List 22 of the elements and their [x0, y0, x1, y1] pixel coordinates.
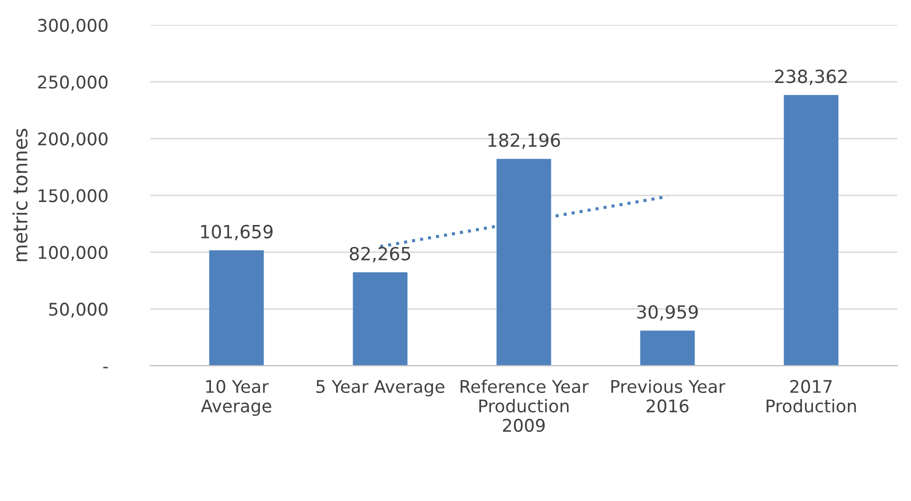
bar — [784, 95, 838, 366]
bar — [352, 272, 408, 366]
y-tick-label: 100,000 — [38, 246, 108, 261]
y-tick-label: - — [103, 366, 108, 368]
data-label: 30,959 — [637, 305, 698, 321]
data-label: 101,659 — [201, 224, 273, 240]
data-label: 238,362 — [775, 70, 847, 86]
y-tick-label: 50,000 — [49, 302, 108, 318]
data-label: 182,196 — [488, 133, 560, 149]
y-tick-label: 250,000 — [38, 76, 108, 90]
y-tick-label: 200,000 — [38, 132, 108, 148]
x-tick-label: 10 Year Average — [201, 380, 272, 416]
y-tick-label: 300,000 — [38, 18, 108, 34]
x-tick-label: 2017 Production — [766, 380, 856, 412]
bar — [640, 330, 695, 366]
x-tick-label: 5 Year Average — [316, 380, 444, 396]
x-tick-label: Previous Year 2016 — [611, 380, 726, 412]
x-tick-label: Reference Year Production 2009 — [460, 380, 589, 432]
y-tick-label: 150,000 — [38, 189, 108, 204]
data-label: 82,265 — [350, 246, 410, 262]
y-axis-title: metric tonnes — [12, 128, 28, 262]
bar — [209, 250, 264, 366]
